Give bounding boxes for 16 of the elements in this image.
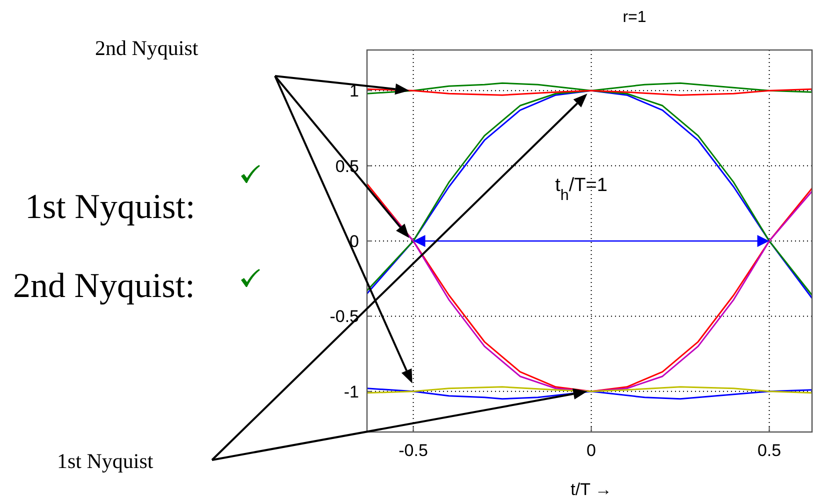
x-tick-label: 0.5 bbox=[757, 441, 782, 460]
x-tick-label: 0 bbox=[586, 441, 596, 460]
line-series bbox=[367, 88, 812, 96]
text: 1st Nyquist bbox=[57, 449, 154, 473]
y-tick-label: 1 bbox=[350, 82, 359, 101]
chart-title: r=1 bbox=[622, 9, 646, 26]
text: 2nd Nyquist: bbox=[13, 266, 195, 305]
y-tick-label: -1 bbox=[344, 382, 359, 402]
x-axis-title: t/T → bbox=[570, 480, 612, 499]
line-series bbox=[367, 388, 812, 400]
annotation: t$_{h}$/T=1 bbox=[555, 175, 608, 204]
x-tick-label: -0.5 bbox=[398, 441, 428, 460]
line-series bbox=[367, 386, 812, 394]
text: 1st Nyquist: bbox=[25, 187, 196, 226]
y-tick-label: 0 bbox=[350, 232, 359, 251]
text: 2nd Nyquist bbox=[95, 36, 198, 60]
